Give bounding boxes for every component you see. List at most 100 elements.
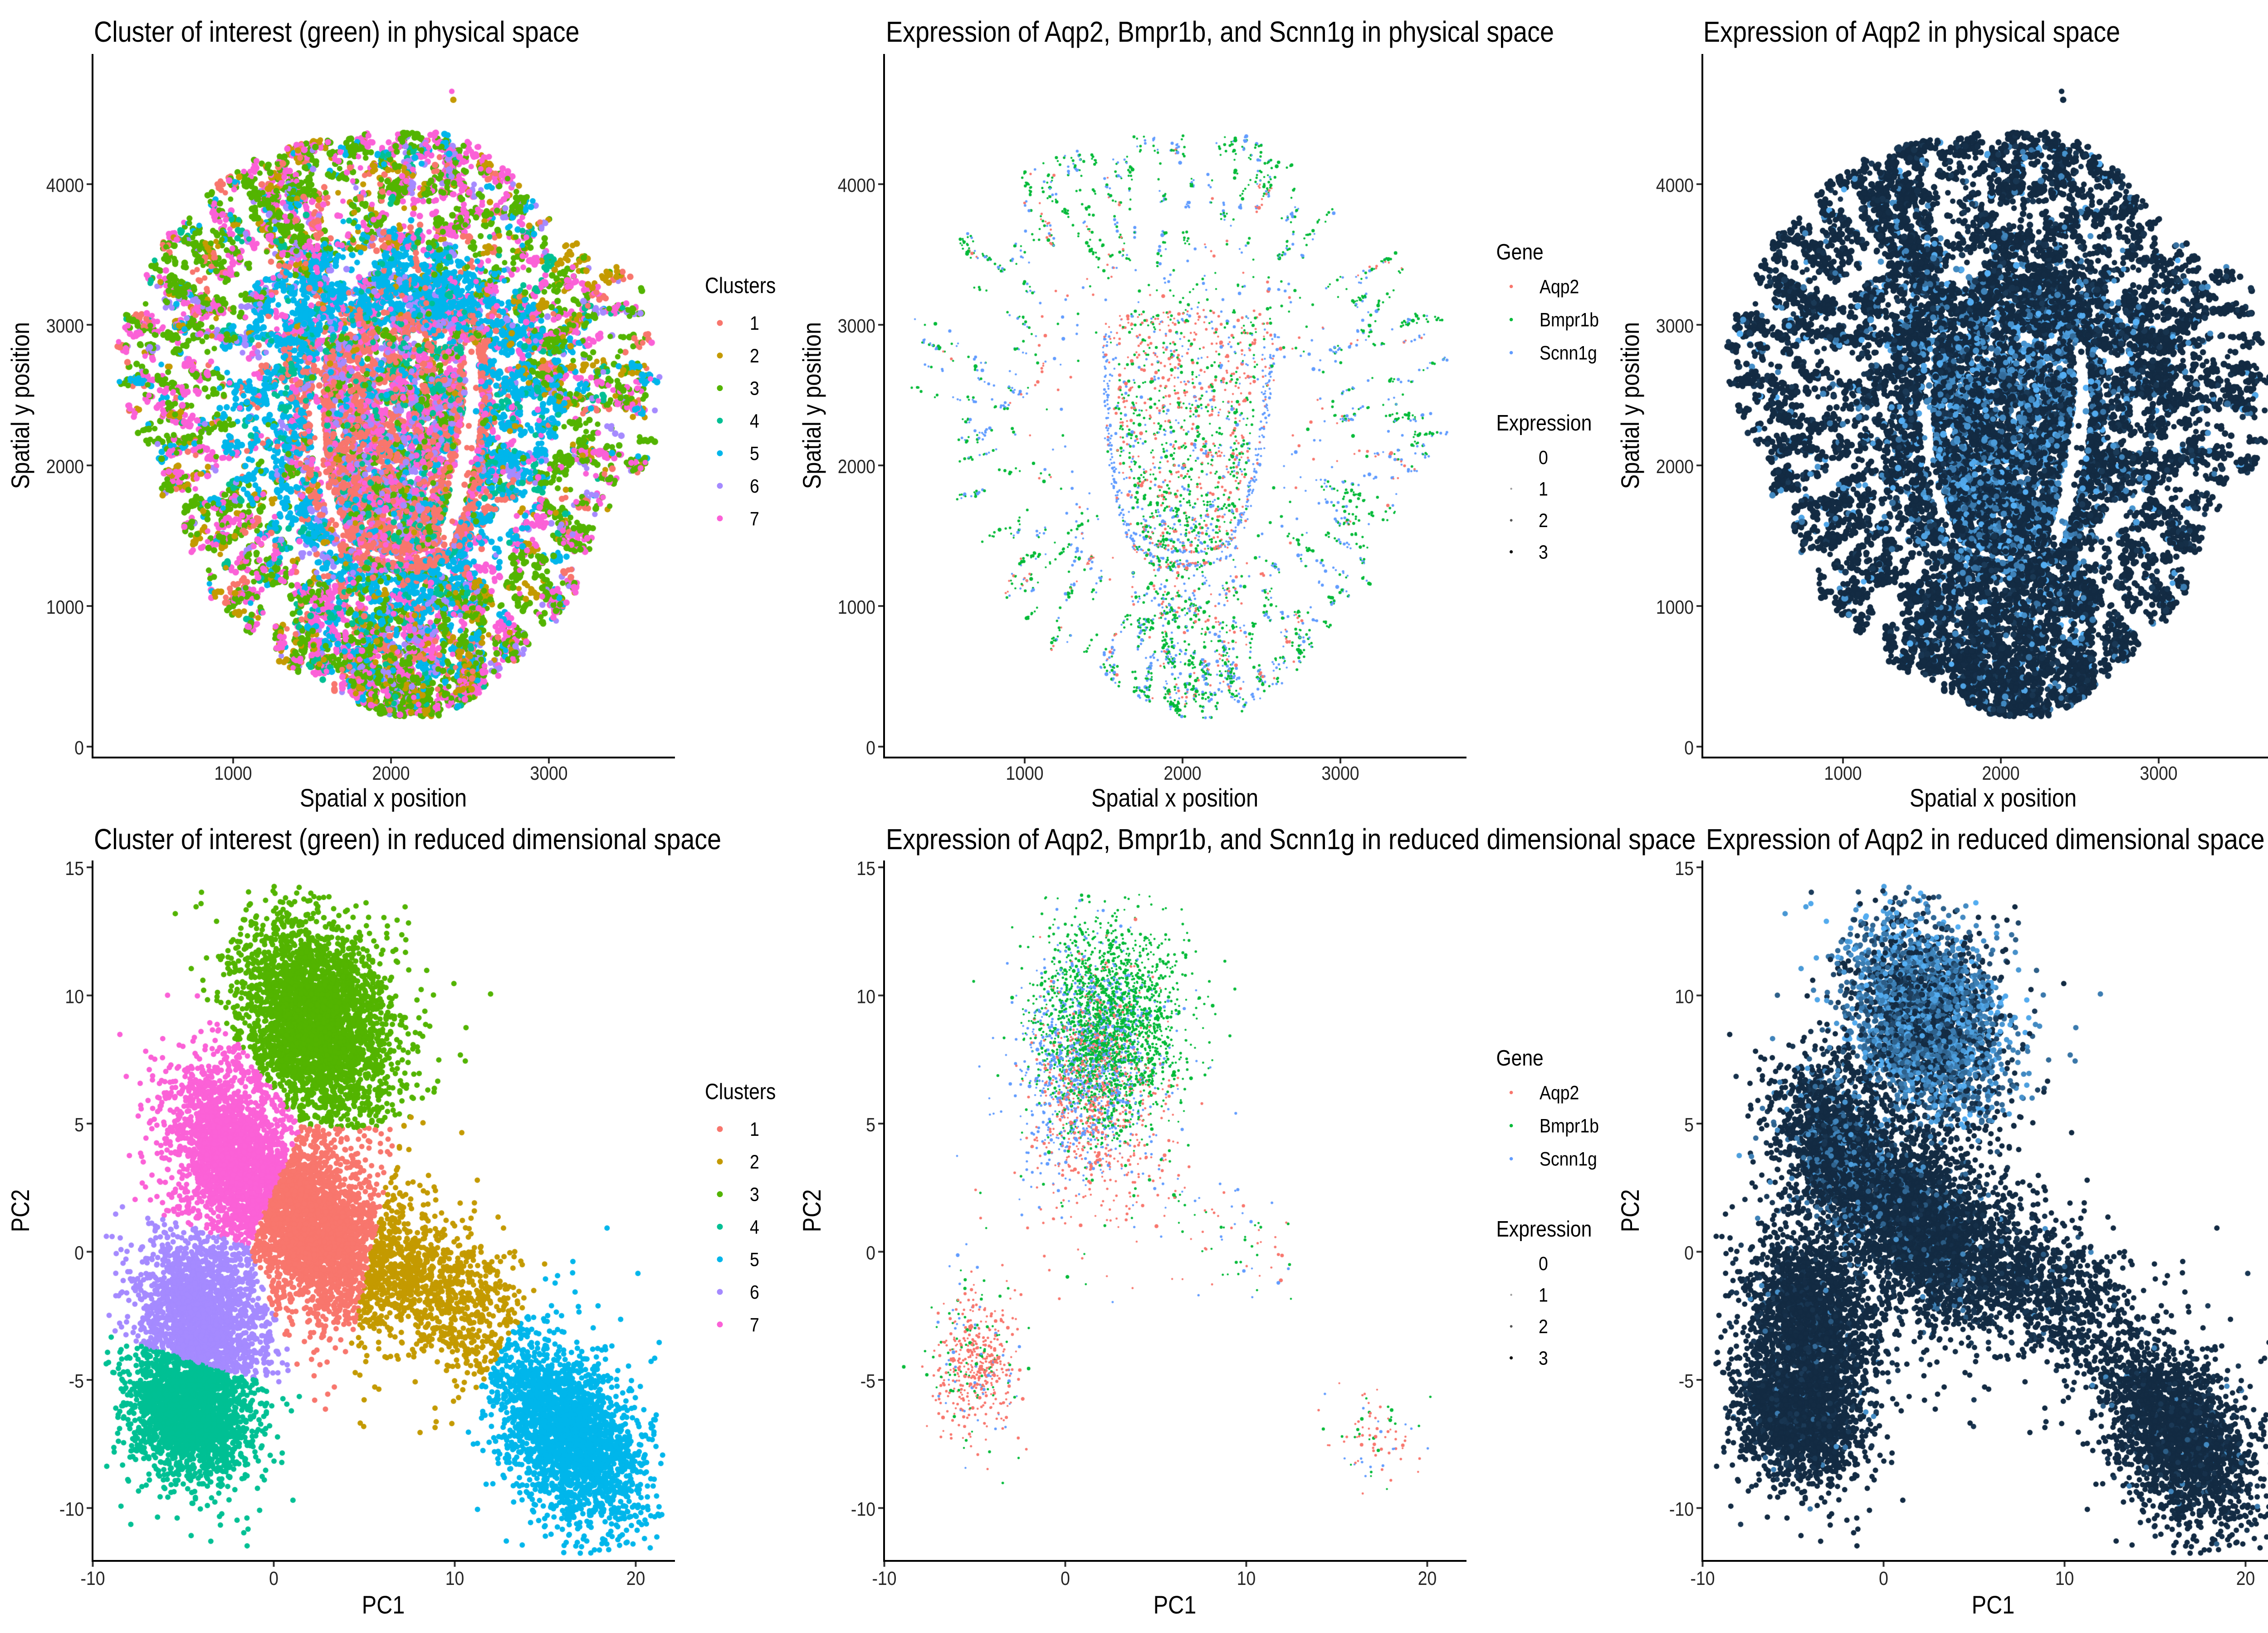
svg-text:3000: 3000 (1321, 763, 1359, 784)
svg-text:7: 7 (750, 1314, 759, 1335)
svg-text:1: 1 (1539, 1284, 1548, 1306)
svg-text:1000: 1000 (1006, 763, 1043, 784)
svg-text:20: 20 (626, 1568, 645, 1589)
svg-text:2000: 2000 (1163, 763, 1201, 784)
svg-text:2: 2 (1539, 1316, 1548, 1338)
svg-text:Expression: Expression (1496, 1216, 1592, 1241)
svg-text:-10: -10 (59, 1498, 84, 1520)
svg-text:PC2: PC2 (6, 1189, 35, 1232)
svg-text:10: 10 (1237, 1568, 1256, 1589)
svg-text:Spatial y position: Spatial y position (6, 322, 35, 489)
svg-text:Cluster of interest (green) in: Cluster of interest (green) in physical … (94, 15, 580, 48)
svg-text:PC1: PC1 (362, 1591, 405, 1619)
svg-text:1000: 1000 (46, 596, 84, 618)
svg-text:2000: 2000 (46, 456, 84, 478)
svg-text:1: 1 (1539, 478, 1548, 500)
svg-text:4000: 4000 (838, 175, 875, 196)
svg-text:5: 5 (74, 1114, 84, 1136)
svg-text:5: 5 (866, 1114, 875, 1136)
svg-text:2000: 2000 (372, 763, 410, 784)
svg-text:6: 6 (750, 475, 759, 497)
svg-text:2000: 2000 (1982, 763, 2019, 784)
svg-text:5: 5 (1684, 1114, 1694, 1136)
svg-text:Spatial y position: Spatial y position (798, 322, 826, 489)
svg-text:2: 2 (750, 345, 759, 367)
svg-text:Gene: Gene (1496, 239, 1544, 264)
svg-text:15: 15 (856, 858, 875, 880)
svg-text:3: 3 (750, 377, 759, 399)
svg-text:15: 15 (1675, 858, 1694, 880)
svg-text:0: 0 (1684, 737, 1694, 759)
svg-text:Expression: Expression (1496, 410, 1592, 435)
svg-text:3: 3 (1539, 541, 1548, 563)
svg-text:0: 0 (866, 737, 875, 759)
svg-text:3: 3 (750, 1183, 759, 1205)
svg-text:1: 1 (750, 313, 759, 334)
svg-text:-5: -5 (1679, 1370, 1694, 1392)
svg-text:2000: 2000 (838, 456, 875, 478)
svg-text:20: 20 (1418, 1568, 1437, 1589)
svg-text:Spatial x position: Spatial x position (300, 784, 467, 812)
svg-text:Cluster of interest (green) in: Cluster of interest (green) in reduced d… (94, 823, 721, 855)
svg-text:Scnn1g: Scnn1g (1540, 342, 1597, 364)
svg-text:3000: 3000 (838, 315, 875, 337)
svg-text:1000: 1000 (214, 763, 252, 784)
svg-text:4000: 4000 (46, 175, 84, 196)
svg-text:Clusters: Clusters (705, 1079, 776, 1104)
svg-text:-10: -10 (80, 1568, 105, 1589)
svg-text:3: 3 (1539, 1347, 1548, 1369)
svg-text:0: 0 (1539, 1253, 1548, 1275)
svg-text:5: 5 (750, 1249, 759, 1271)
svg-text:Expression of Aqp2 in physical: Expression of Aqp2 in physical space (1703, 15, 2120, 48)
svg-text:0: 0 (1879, 1568, 1888, 1589)
svg-text:20: 20 (2236, 1568, 2255, 1589)
svg-text:Expression of Aqp2 in reduced: Expression of Aqp2 in reduced dimensiona… (1706, 823, 2265, 855)
svg-text:1000: 1000 (1656, 596, 1694, 618)
svg-text:10: 10 (445, 1568, 464, 1589)
svg-text:10: 10 (856, 986, 875, 1007)
svg-text:15: 15 (65, 858, 84, 880)
svg-text:-10: -10 (1669, 1498, 1694, 1520)
svg-text:Aqp2: Aqp2 (1540, 276, 1579, 298)
svg-text:10: 10 (65, 986, 84, 1007)
svg-text:Spatial y position: Spatial y position (1616, 322, 1645, 489)
svg-text:0: 0 (269, 1568, 279, 1589)
svg-text:4000: 4000 (1656, 175, 1694, 196)
svg-text:Aqp2: Aqp2 (1540, 1082, 1579, 1104)
svg-text:4: 4 (750, 410, 759, 432)
svg-text:-10: -10 (851, 1498, 875, 1520)
svg-text:-5: -5 (69, 1370, 84, 1392)
svg-text:10: 10 (1675, 986, 1694, 1007)
svg-text:Bmpr1b: Bmpr1b (1540, 1115, 1599, 1137)
svg-text:3000: 3000 (530, 763, 567, 784)
svg-text:Clusters: Clusters (705, 273, 776, 298)
svg-text:2: 2 (750, 1151, 759, 1173)
svg-text:1: 1 (750, 1119, 759, 1140)
svg-text:-10: -10 (1690, 1568, 1715, 1589)
svg-text:Spatial x position: Spatial x position (1091, 784, 1258, 812)
svg-text:0: 0 (74, 1242, 84, 1264)
svg-text:Expression of Aqp2, Bmpr1b, an: Expression of Aqp2, Bmpr1b, and Scnn1g i… (886, 823, 1696, 855)
svg-text:PC1: PC1 (1154, 1591, 1197, 1619)
svg-text:0: 0 (1061, 1568, 1070, 1589)
svg-text:0: 0 (866, 1242, 875, 1264)
svg-text:Gene: Gene (1496, 1045, 1544, 1070)
svg-text:0: 0 (1684, 1242, 1694, 1264)
svg-text:6: 6 (750, 1281, 759, 1303)
svg-text:3000: 3000 (46, 315, 84, 337)
svg-text:2000: 2000 (1656, 456, 1694, 478)
svg-text:0: 0 (74, 737, 84, 759)
svg-text:-5: -5 (860, 1370, 875, 1392)
svg-text:1000: 1000 (838, 596, 875, 618)
svg-text:-10: -10 (872, 1568, 896, 1589)
svg-text:1000: 1000 (1824, 763, 1862, 784)
svg-text:3000: 3000 (1656, 315, 1694, 337)
svg-text:Spatial x position: Spatial x position (1910, 784, 2077, 812)
svg-text:5: 5 (750, 443, 759, 464)
svg-text:4: 4 (750, 1216, 759, 1238)
svg-text:PC2: PC2 (798, 1189, 826, 1232)
svg-text:0: 0 (1539, 447, 1548, 469)
svg-text:3000: 3000 (2140, 763, 2177, 784)
svg-text:10: 10 (2055, 1568, 2074, 1589)
svg-text:Expression of Aqp2, Bmpr1b, an: Expression of Aqp2, Bmpr1b, and Scnn1g i… (886, 15, 1554, 48)
